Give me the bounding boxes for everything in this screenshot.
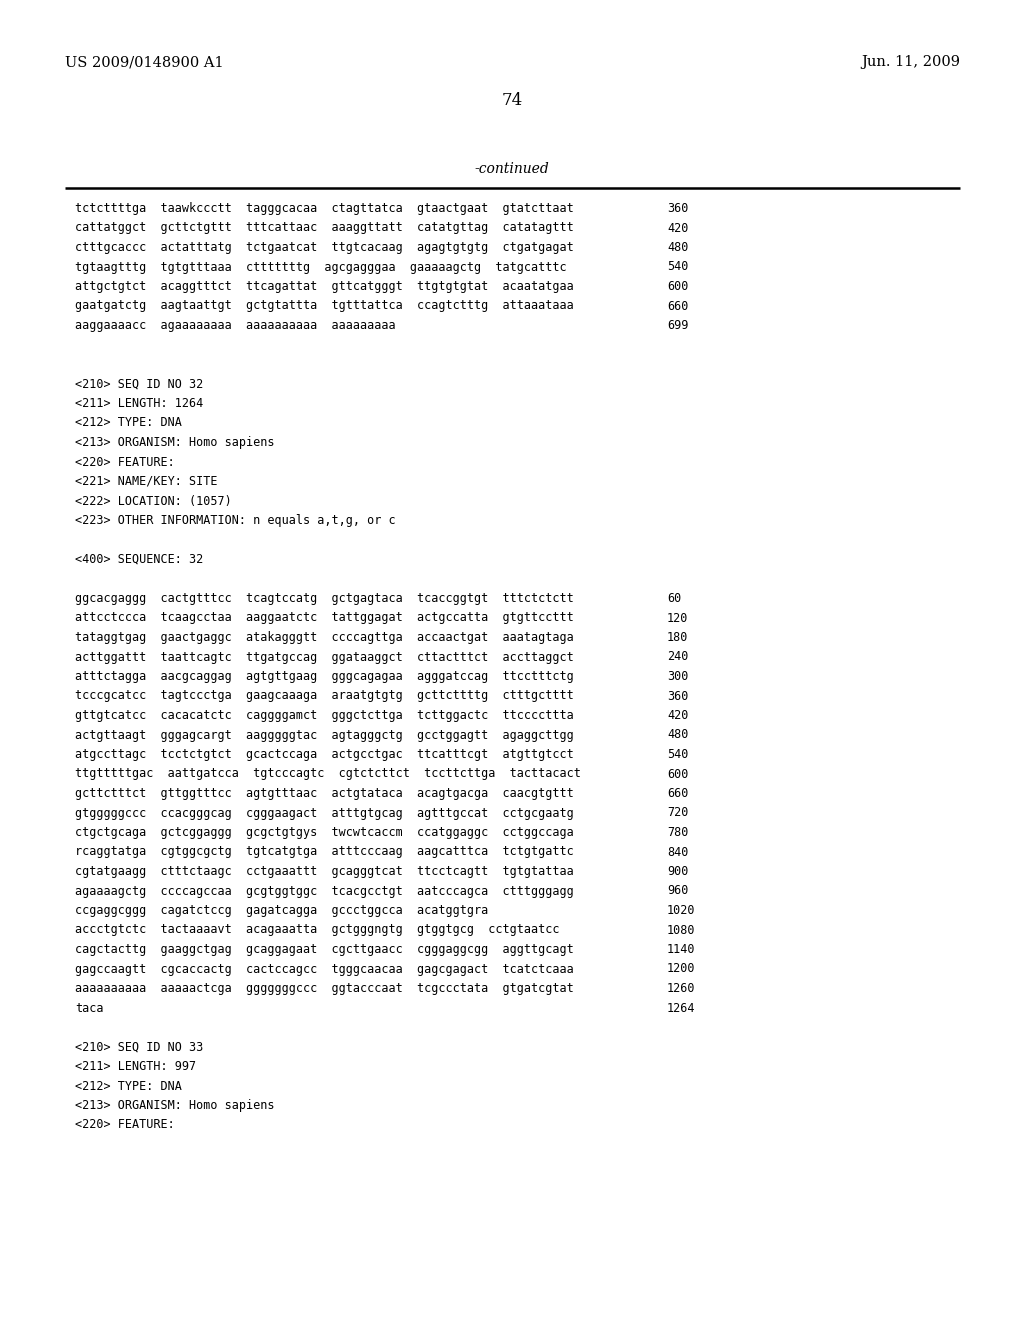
Text: tctcttttga  taawkccctt  tagggcacaa  ctagttatca  gtaactgaat  gtatcttaat: tctcttttga taawkccctt tagggcacaa ctagtta… bbox=[75, 202, 573, 215]
Text: <213> ORGANISM: Homo sapiens: <213> ORGANISM: Homo sapiens bbox=[75, 1100, 274, 1111]
Text: 360: 360 bbox=[667, 202, 688, 215]
Text: <211> LENGTH: 1264: <211> LENGTH: 1264 bbox=[75, 397, 203, 411]
Text: rcaggtatga  cgtggcgctg  tgtcatgtga  atttcccaag  aagcatttca  tctgtgattc: rcaggtatga cgtggcgctg tgtcatgtga atttccc… bbox=[75, 846, 573, 858]
Text: tcccgcatcc  tagtccctga  gaagcaaaga  araatgtgtg  gcttcttttg  ctttgctttt: tcccgcatcc tagtccctga gaagcaaaga araatgt… bbox=[75, 689, 573, 702]
Text: cagctacttg  gaaggctgag  gcaggagaat  cgcttgaacc  cgggaggcgg  aggttgcagt: cagctacttg gaaggctgag gcaggagaat cgcttga… bbox=[75, 942, 573, 956]
Text: 1140: 1140 bbox=[667, 942, 695, 956]
Text: 180: 180 bbox=[667, 631, 688, 644]
Text: gttgtcatcc  cacacatctc  caggggamct  gggctcttga  tcttggactc  ttccccttta: gttgtcatcc cacacatctc caggggamct gggctct… bbox=[75, 709, 573, 722]
Text: gtgggggccc  ccacgggcag  cgggaagact  atttgtgcag  agtttgccat  cctgcgaatg: gtgggggccc ccacgggcag cgggaagact atttgtg… bbox=[75, 807, 573, 820]
Text: ccgaggcggg  cagatctccg  gagatcagga  gccctggcca  acatggtgra: ccgaggcggg cagatctccg gagatcagga gccctgg… bbox=[75, 904, 488, 917]
Text: atgccttagc  tcctctgtct  gcactccaga  actgcctgac  ttcatttcgt  atgttgtcct: atgccttagc tcctctgtct gcactccaga actgcct… bbox=[75, 748, 573, 762]
Text: 1200: 1200 bbox=[667, 962, 695, 975]
Text: 480: 480 bbox=[667, 242, 688, 253]
Text: actgttaagt  gggagcargt  aagggggtac  agtagggctg  gcctggagtt  agaggcttgg: actgttaagt gggagcargt aagggggtac agtaggg… bbox=[75, 729, 573, 742]
Text: 960: 960 bbox=[667, 884, 688, 898]
Text: <210> SEQ ID NO 32: <210> SEQ ID NO 32 bbox=[75, 378, 203, 391]
Text: 420: 420 bbox=[667, 709, 688, 722]
Text: 360: 360 bbox=[667, 689, 688, 702]
Text: aaggaaaacc  agaaaaaaaa  aaaaaaaaaa  aaaaaaaaa: aaggaaaacc agaaaaaaaa aaaaaaaaaa aaaaaaa… bbox=[75, 319, 395, 333]
Text: 60: 60 bbox=[667, 591, 681, 605]
Text: 1264: 1264 bbox=[667, 1002, 695, 1015]
Text: cattatggct  gcttctgttt  tttcattaac  aaaggttatt  catatgttag  catatagttt: cattatggct gcttctgttt tttcattaac aaaggtt… bbox=[75, 222, 573, 235]
Text: <220> FEATURE:: <220> FEATURE: bbox=[75, 455, 175, 469]
Text: 720: 720 bbox=[667, 807, 688, 820]
Text: acttggattt  taattcagtc  ttgatgccag  ggataaggct  cttactttct  accttaggct: acttggattt taattcagtc ttgatgccag ggataag… bbox=[75, 651, 573, 664]
Text: gagccaagtt  cgcaccactg  cactccagcc  tgggcaacaa  gagcgagact  tcatctcaaa: gagccaagtt cgcaccactg cactccagcc tgggcaa… bbox=[75, 962, 573, 975]
Text: <212> TYPE: DNA: <212> TYPE: DNA bbox=[75, 417, 182, 429]
Text: <212> TYPE: DNA: <212> TYPE: DNA bbox=[75, 1080, 182, 1093]
Text: 420: 420 bbox=[667, 222, 688, 235]
Text: 540: 540 bbox=[667, 748, 688, 762]
Text: 300: 300 bbox=[667, 671, 688, 682]
Text: 660: 660 bbox=[667, 787, 688, 800]
Text: <222> LOCATION: (1057): <222> LOCATION: (1057) bbox=[75, 495, 231, 507]
Text: <210> SEQ ID NO 33: <210> SEQ ID NO 33 bbox=[75, 1040, 203, 1053]
Text: atttctagga  aacgcaggag  agtgttgaag  gggcagagaa  agggatccag  ttcctttctg: atttctagga aacgcaggag agtgttgaag gggcaga… bbox=[75, 671, 573, 682]
Text: 240: 240 bbox=[667, 651, 688, 664]
Text: 480: 480 bbox=[667, 729, 688, 742]
Text: <211> LENGTH: 997: <211> LENGTH: 997 bbox=[75, 1060, 197, 1073]
Text: 1020: 1020 bbox=[667, 904, 695, 917]
Text: 699: 699 bbox=[667, 319, 688, 333]
Text: 660: 660 bbox=[667, 300, 688, 313]
Text: 840: 840 bbox=[667, 846, 688, 858]
Text: cgtatgaagg  ctttctaagc  cctgaaattt  gcagggtcat  ttcctcagtt  tgtgtattaa: cgtatgaagg ctttctaagc cctgaaattt gcagggt… bbox=[75, 865, 573, 878]
Text: 600: 600 bbox=[667, 767, 688, 780]
Text: 1260: 1260 bbox=[667, 982, 695, 995]
Text: 540: 540 bbox=[667, 260, 688, 273]
Text: aaaaaaaaaa  aaaaactcga  gggggggccc  ggtacccaat  tcgccctata  gtgatcgtat: aaaaaaaaaa aaaaactcga gggggggccc ggtaccc… bbox=[75, 982, 573, 995]
Text: gcttctttct  gttggtttcc  agtgtttaac  actgtataca  acagtgacga  caacgtgttt: gcttctttct gttggtttcc agtgtttaac actgtat… bbox=[75, 787, 573, 800]
Text: ctgctgcaga  gctcggaggg  gcgctgtgys  twcwtcaccm  ccatggaggc  cctggccaga: ctgctgcaga gctcggaggg gcgctgtgys twcwtca… bbox=[75, 826, 573, 840]
Text: 900: 900 bbox=[667, 865, 688, 878]
Text: 600: 600 bbox=[667, 280, 688, 293]
Text: ggcacgaggg  cactgtttcc  tcagtccatg  gctgagtaca  tcaccggtgt  tttctctctt: ggcacgaggg cactgtttcc tcagtccatg gctgagt… bbox=[75, 591, 573, 605]
Text: <400> SEQUENCE: 32: <400> SEQUENCE: 32 bbox=[75, 553, 203, 566]
Text: <221> NAME/KEY: SITE: <221> NAME/KEY: SITE bbox=[75, 475, 217, 488]
Text: gaatgatctg  aagtaattgt  gctgtattta  tgtttattca  ccagtctttg  attaaataaa: gaatgatctg aagtaattgt gctgtattta tgtttat… bbox=[75, 300, 573, 313]
Text: 120: 120 bbox=[667, 611, 688, 624]
Text: <223> OTHER INFORMATION: n equals a,t,g, or c: <223> OTHER INFORMATION: n equals a,t,g,… bbox=[75, 513, 395, 527]
Text: 1080: 1080 bbox=[667, 924, 695, 936]
Text: ttgtttttgac  aattgatcca  tgtcccagtc  cgtctcttct  tccttcttga  tacttacact: ttgtttttgac aattgatcca tgtcccagtc cgtctc… bbox=[75, 767, 581, 780]
Text: <213> ORGANISM: Homo sapiens: <213> ORGANISM: Homo sapiens bbox=[75, 436, 274, 449]
Text: accctgtctc  tactaaaavt  acagaaatta  gctgggngtg  gtggtgcg  cctgtaatcc: accctgtctc tactaaaavt acagaaatta gctgggn… bbox=[75, 924, 559, 936]
Text: US 2009/0148900 A1: US 2009/0148900 A1 bbox=[65, 55, 223, 69]
Text: attgctgtct  acaggtttct  ttcagattat  gttcatgggt  ttgtgtgtat  acaatatgaa: attgctgtct acaggtttct ttcagattat gttcatg… bbox=[75, 280, 573, 293]
Text: taca: taca bbox=[75, 1002, 103, 1015]
Text: tataggtgag  gaactgaggc  atakagggtt  ccccagttga  accaactgat  aaatagtaga: tataggtgag gaactgaggc atakagggtt ccccagt… bbox=[75, 631, 573, 644]
Text: tgtaagtttg  tgtgtttaaa  ctttttttg  agcgagggaa  gaaaaagctg  tatgcatttc: tgtaagtttg tgtgtttaaa ctttttttg agcgaggg… bbox=[75, 260, 566, 273]
Text: attcctccca  tcaagcctaa  aaggaatctc  tattggagat  actgccatta  gtgttccttt: attcctccca tcaagcctaa aaggaatctc tattgga… bbox=[75, 611, 573, 624]
Text: <220> FEATURE:: <220> FEATURE: bbox=[75, 1118, 175, 1131]
Text: agaaaagctg  ccccagccaa  gcgtggtggc  tcacgcctgt  aatcccagca  ctttgggagg: agaaaagctg ccccagccaa gcgtggtggc tcacgcc… bbox=[75, 884, 573, 898]
Text: Jun. 11, 2009: Jun. 11, 2009 bbox=[861, 55, 961, 69]
Text: 780: 780 bbox=[667, 826, 688, 840]
Text: 74: 74 bbox=[502, 92, 522, 110]
Text: -continued: -continued bbox=[475, 162, 549, 176]
Text: ctttgcaccc  actatttatg  tctgaatcat  ttgtcacaag  agagtgtgtg  ctgatgagat: ctttgcaccc actatttatg tctgaatcat ttgtcac… bbox=[75, 242, 573, 253]
